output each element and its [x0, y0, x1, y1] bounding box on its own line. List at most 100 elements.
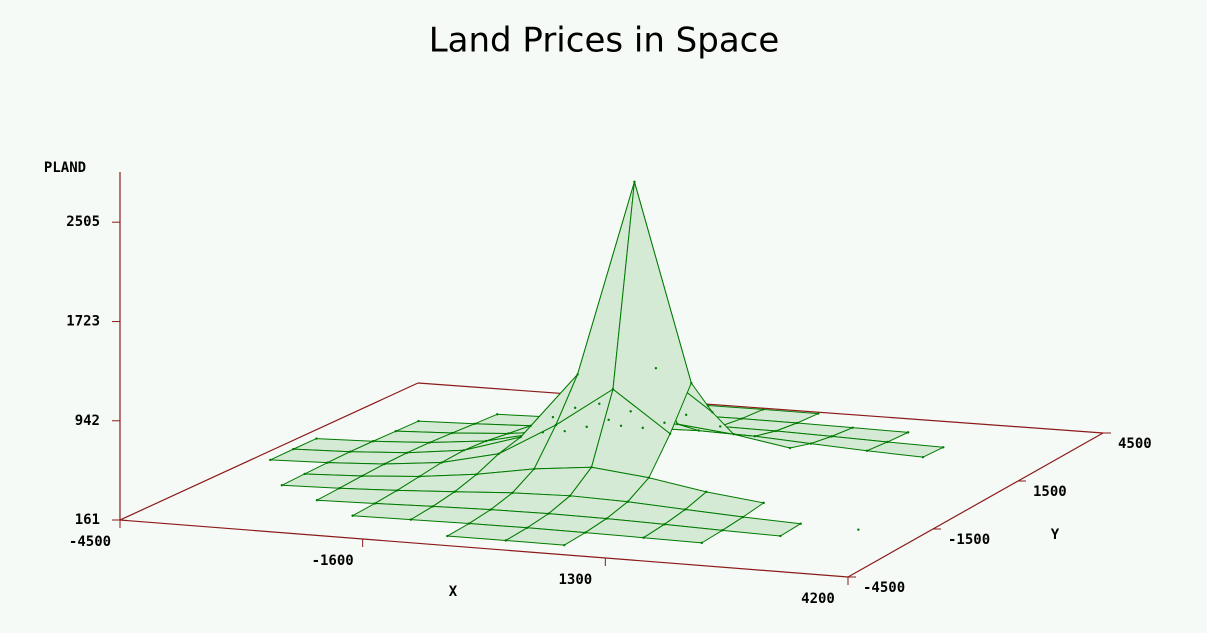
- surface-vertex: [741, 515, 745, 519]
- surface-vertex: [371, 440, 375, 443]
- surface-vertex: [654, 366, 658, 370]
- surface-vertex: [809, 442, 813, 445]
- surface-vertex: [519, 435, 522, 439]
- surface-vertex: [629, 410, 632, 413]
- chart-title: Land Prices in Space: [429, 21, 780, 61]
- surface-vertex: [598, 402, 601, 405]
- x-axis-label: X: [449, 584, 458, 600]
- surface-vertex: [626, 500, 629, 503]
- surface-vertex: [338, 487, 341, 490]
- surface-vertex: [697, 429, 700, 432]
- surface-vertex: [607, 418, 610, 422]
- surface-vertex: [554, 423, 558, 427]
- surface-vertex: [269, 458, 272, 462]
- surface-vertex: [942, 446, 945, 449]
- surface-vertex: [857, 528, 860, 531]
- left-edge: [119, 382, 419, 521]
- surface-vertex: [497, 452, 500, 456]
- y-axis-label: Y: [1051, 527, 1060, 543]
- surface-vertex: [584, 531, 587, 534]
- surface-vertex: [906, 431, 910, 434]
- y-tick-label: -1500: [948, 532, 990, 548]
- surface-vertex: [676, 422, 679, 426]
- surface-vertex: [573, 406, 577, 410]
- surface-vertex: [788, 446, 792, 450]
- surface-vertex: [475, 473, 478, 476]
- surface-vertex: [541, 431, 544, 434]
- surface-vertex: [428, 441, 431, 444]
- surface-vertex: [642, 536, 645, 539]
- z-tick-label: 942: [75, 413, 100, 429]
- surface-vertex: [705, 490, 708, 494]
- surface-vertex: [484, 439, 488, 443]
- surface-vertex: [351, 514, 354, 517]
- surface-vertex: [529, 424, 532, 427]
- surface-vertex: [576, 373, 579, 376]
- y-tick-label: 1500: [1033, 484, 1067, 500]
- surface-vertex: [551, 415, 555, 419]
- surface-vertex: [303, 472, 306, 476]
- back-edge: [417, 382, 1104, 434]
- surface-vertex: [417, 419, 420, 423]
- z-axis-label: PLAND: [44, 160, 86, 176]
- surface-vertex: [641, 426, 644, 430]
- surface-vertex: [753, 435, 757, 438]
- surface-vertex: [462, 449, 466, 452]
- surface-vertex: [453, 490, 456, 493]
- surface-vertex: [663, 421, 666, 424]
- surface-vertex: [761, 408, 765, 411]
- surface-vertex: [830, 435, 833, 438]
- x-tick-label: -1600: [312, 553, 354, 569]
- surface-vertex: [721, 529, 724, 532]
- surface-vertex: [547, 512, 550, 515]
- surface-vertex: [668, 432, 672, 435]
- surface-vertex: [774, 429, 778, 433]
- surface-vertex: [732, 433, 735, 436]
- surface-vertex: [440, 461, 443, 464]
- surface-vertex: [851, 426, 854, 429]
- x-tick-label: 4200: [801, 591, 835, 607]
- surface-vertex: [779, 534, 782, 538]
- surface-vertex: [590, 466, 593, 469]
- surface-vertex: [525, 526, 529, 529]
- surface-vertex: [690, 381, 693, 385]
- surface-vertex: [563, 429, 566, 433]
- surface-vertex: [394, 429, 397, 433]
- surface-vertex: [799, 522, 802, 525]
- z-tick-label: 161: [75, 512, 100, 528]
- surface-vertex: [280, 484, 284, 487]
- surface-vertex: [663, 523, 666, 526]
- surface-vertex: [511, 491, 514, 495]
- surface-vertex: [450, 431, 454, 435]
- surface-vertex: [467, 522, 471, 525]
- y-tick-label: 4500: [1118, 436, 1152, 452]
- z-tick-label: 2505: [66, 214, 100, 230]
- x-tick-label: -4500: [69, 534, 111, 550]
- surface-vertex: [405, 451, 409, 454]
- surface-vertex: [373, 502, 377, 505]
- surface-vertex: [315, 437, 318, 440]
- surface-vertex: [706, 404, 710, 407]
- surface-vertex: [719, 425, 722, 428]
- surface-vertex: [611, 388, 615, 391]
- surface-vertex: [605, 517, 608, 520]
- surface-vertex: [326, 461, 329, 464]
- surface-vertex: [418, 475, 421, 478]
- surface-vertex: [532, 467, 536, 471]
- surface-vertex: [409, 518, 413, 521]
- surface-vertex: [633, 180, 636, 184]
- surface-vertex: [711, 411, 714, 414]
- surface-vertex: [563, 543, 566, 547]
- surface-vertex: [817, 412, 820, 415]
- surface-vertex: [495, 413, 499, 416]
- surface-vertex: [762, 501, 765, 505]
- surface-vertex: [647, 476, 651, 479]
- surface-vertex: [446, 534, 449, 538]
- x-tick-label: 1300: [558, 572, 592, 588]
- surface-vertex: [349, 450, 352, 453]
- x-axis: [119, 519, 849, 578]
- surface-vertex: [315, 499, 319, 502]
- surface-vertex: [921, 455, 925, 459]
- surface-vertex: [619, 424, 623, 427]
